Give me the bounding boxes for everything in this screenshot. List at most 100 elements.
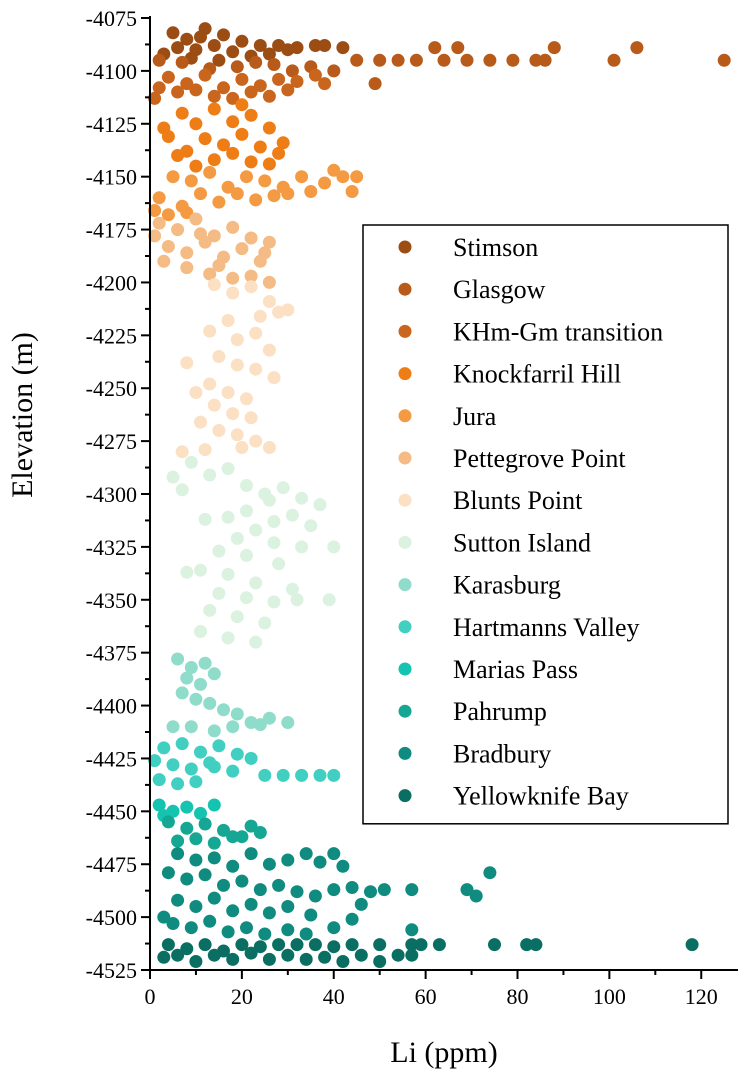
data-point	[451, 41, 465, 55]
data-point	[166, 917, 180, 930]
data-point	[166, 720, 180, 734]
data-point	[230, 610, 244, 624]
data-point	[171, 893, 185, 907]
data-point	[285, 582, 299, 596]
data-point	[189, 386, 203, 399]
data-point	[295, 540, 309, 554]
data-point	[207, 851, 221, 865]
data-point	[230, 60, 244, 74]
data-point	[198, 443, 212, 457]
series-yellowknife-bay	[157, 938, 699, 968]
legend-label: Yellowknife Bay	[453, 782, 629, 811]
data-point	[148, 754, 162, 768]
data-point	[203, 468, 217, 482]
data-point	[313, 498, 327, 512]
data-point	[437, 53, 451, 67]
data-point	[244, 280, 258, 294]
data-point	[327, 847, 341, 861]
y-tick-label: -4225	[86, 323, 137, 348]
data-point	[161, 208, 175, 222]
data-point	[336, 955, 350, 968]
legend-marker	[398, 324, 412, 338]
data-point	[318, 176, 332, 190]
y-tick-label: -4400	[86, 694, 137, 719]
data-point	[318, 39, 332, 52]
data-point	[161, 130, 175, 143]
data-point	[221, 386, 235, 399]
data-point	[345, 185, 359, 198]
data-point	[240, 921, 253, 935]
data-point	[483, 53, 497, 67]
data-point	[249, 55, 263, 69]
data-point	[152, 81, 166, 95]
data-point	[235, 441, 249, 454]
data-point	[180, 77, 194, 91]
data-point	[189, 955, 203, 968]
series-pettegrove-point	[148, 212, 276, 289]
data-point	[240, 392, 253, 406]
data-point	[207, 836, 221, 850]
x-tick-label: 20	[231, 984, 253, 1009]
data-point	[203, 696, 217, 710]
data-point	[373, 938, 387, 952]
data-point	[198, 132, 212, 146]
data-point	[230, 187, 244, 201]
data-point	[244, 411, 258, 425]
data-point	[272, 557, 286, 571]
data-point	[148, 91, 162, 105]
data-point	[207, 229, 221, 243]
series-bradbury	[157, 847, 497, 941]
data-point	[189, 117, 203, 131]
data-point	[194, 806, 207, 820]
y-tick-label: -4500	[86, 905, 137, 930]
data-point	[313, 855, 327, 869]
data-point	[194, 30, 207, 44]
data-point	[189, 692, 203, 706]
data-point	[198, 938, 212, 952]
data-point	[166, 470, 180, 484]
data-point	[460, 883, 474, 897]
data-point	[336, 41, 350, 55]
axes: -4075 -4100 -4125 -4150 -4175 -4200 -4225 -4250…	[86, 6, 738, 1009]
data-point	[249, 193, 263, 207]
y-tick-label: -4125	[86, 112, 137, 137]
data-point	[281, 187, 295, 201]
y-tick-label: -4250	[86, 376, 137, 401]
data-point	[184, 661, 198, 674]
y-tick-label: -4375	[86, 641, 137, 666]
data-point	[272, 878, 286, 892]
data-point	[350, 170, 364, 184]
data-point	[308, 889, 322, 903]
legend-box	[362, 224, 729, 825]
data-point	[717, 53, 731, 67]
legend-marker	[398, 535, 412, 549]
data-point	[304, 185, 318, 198]
data-point	[308, 68, 322, 82]
data-point	[276, 136, 290, 150]
series-sutton-island	[166, 455, 341, 649]
data-point	[226, 720, 240, 734]
data-point	[272, 146, 286, 160]
data-point	[336, 859, 350, 873]
data-point	[262, 235, 276, 249]
data-point	[212, 195, 226, 209]
data-point	[175, 55, 189, 69]
data-point	[520, 938, 534, 952]
y-tick-label: -4100	[86, 59, 137, 84]
y-tick-label: -4475	[86, 852, 137, 877]
data-point	[207, 102, 221, 116]
data-point	[198, 656, 212, 670]
series-glasgow	[152, 41, 731, 91]
data-point	[166, 26, 180, 40]
legend-marker	[398, 789, 412, 803]
data-point	[267, 515, 281, 528]
data-point	[217, 28, 230, 42]
y-tick-label: -4425	[86, 746, 137, 771]
data-point	[212, 544, 226, 558]
data-point	[506, 53, 520, 67]
data-point	[171, 223, 185, 237]
series-jura	[148, 163, 364, 222]
legend-label: Hartmanns Valley	[453, 613, 640, 642]
data-point	[235, 830, 249, 844]
data-point	[391, 948, 405, 962]
